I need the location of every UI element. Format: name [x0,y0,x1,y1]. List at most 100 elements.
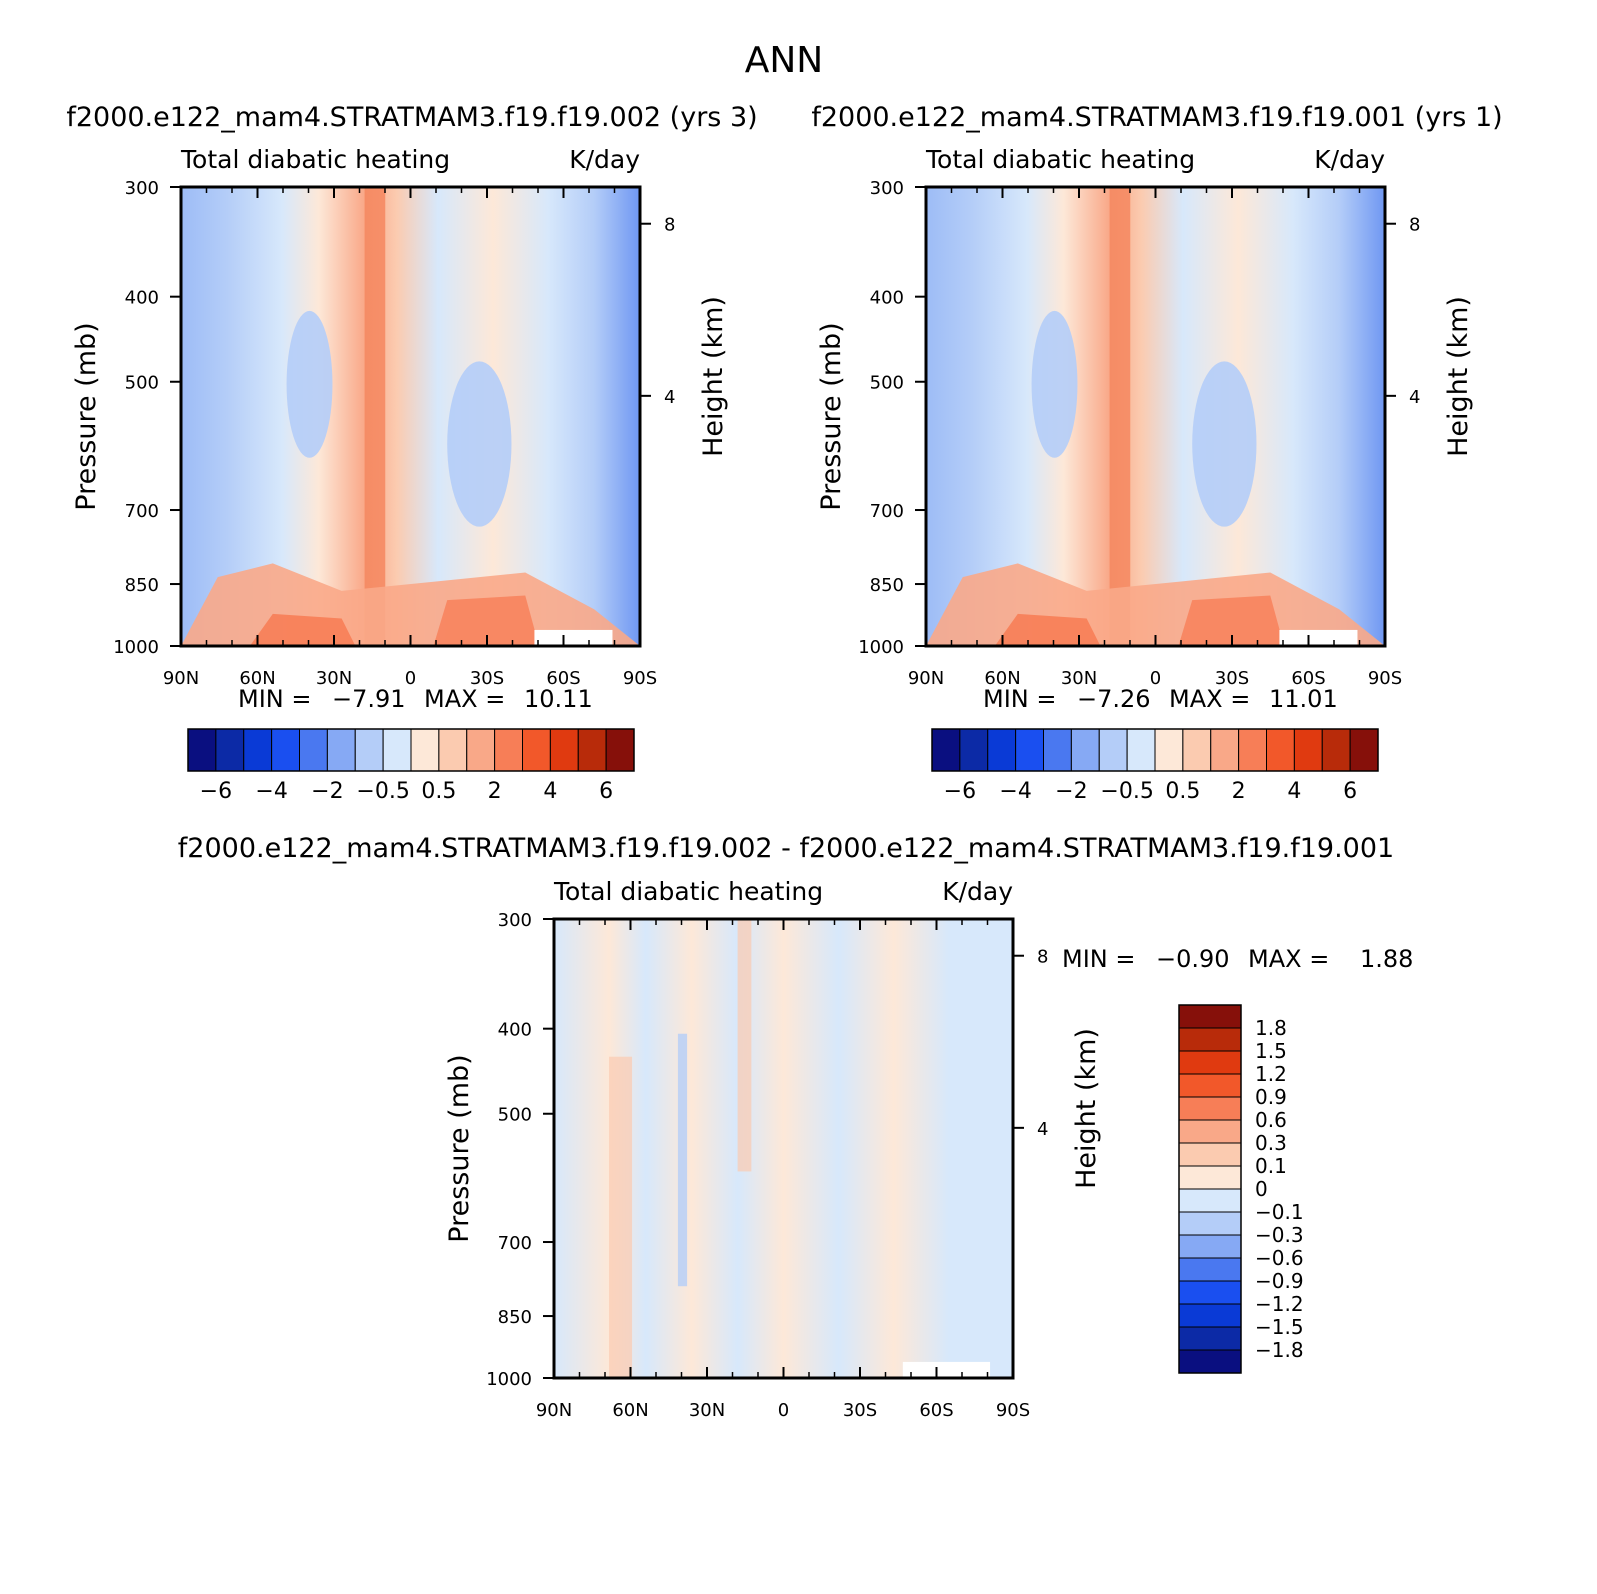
colorbar: −6 −4 −2 −0.5 0.5 2 4 6 [931,728,1379,804]
y-axis-label: Pressure (mb) [444,1054,475,1242]
colorbar-label: 1.8 [1255,1016,1287,1040]
y-tick-label: 400 [498,1020,532,1041]
panel-header: f2000.e122_mam4.STRATMAM3.f19.f19.002 (y… [66,102,757,133]
colorbar-label: −4 [255,779,287,804]
colorbar-label: 2 [1232,779,1246,804]
x-tick-label: 60N [239,668,275,689]
colorbar-swatch [1178,1211,1242,1236]
y-tick-label: 500 [125,373,159,394]
colorbar-swatch [410,728,440,772]
colorbar-swatch [1015,728,1044,772]
colorbar-swatch [1070,728,1100,772]
x-tick-label: 0 [1150,668,1161,689]
colorbar-swatch [1178,1073,1242,1098]
y2-tick-label: 8 [664,215,675,236]
y2-axis-label: Height (km) [1443,296,1474,457]
y-tick-label: 850 [125,575,159,596]
max-value: 10.11 [524,685,593,713]
warm-core [433,595,540,646]
y2-tick-label: 8 [1409,215,1420,236]
colorbar-label: 6 [599,779,613,804]
cool-cell [286,310,333,458]
x-tick-label: 30N [689,1400,725,1421]
cool-cell [447,361,512,527]
x-tick-label: 90S [1368,668,1402,689]
colorbar-label: 1.2 [1255,1062,1287,1086]
colorbar-swatch [959,728,989,772]
warm-strip [609,1056,633,1378]
colorbar-swatch [987,728,1017,772]
colorbar-swatch [1266,728,1295,772]
colorbar-label: −1.5 [1255,1315,1304,1339]
x-tick-label: 90N [163,668,199,689]
colorbar-label: 0.5 [421,779,456,804]
colorbar-swatch [1178,1257,1242,1282]
colorbar-label: 6 [1343,779,1357,804]
colorbar-swatch [1178,1027,1242,1052]
colorbar-swatch [326,728,356,772]
y-tick-label: 700 [125,501,159,522]
colorbar-swatch [1178,1349,1242,1374]
min-value: −7.91 [332,685,406,713]
colorbar-label: −0.3 [1255,1223,1304,1247]
colorbar-label: 0 [1255,1177,1268,1201]
x-tick-label: 90S [623,668,657,689]
colorbar-swatch [1182,728,1212,772]
colorbar-swatch [354,728,384,772]
max-value: 11.01 [1269,685,1338,713]
colorbar-swatch [438,728,468,772]
panel-header: f2000.e122_mam4.STRATMAM3.f19.f19.002 - … [178,833,1394,864]
colorbar-swatch [1178,1050,1242,1075]
warm-core [249,613,356,646]
y2-axis-label: Height (km) [1071,1028,1102,1189]
y2-tick-label: 4 [1037,1119,1048,1140]
missing-region [1279,629,1358,646]
min-value: −0.90 [1156,945,1230,973]
colorbar: −6 −4 −2 −0.5 0.5 2 4 6 [187,728,635,804]
colorbar-label: 0.6 [1255,1108,1287,1132]
y2-tick-label: 8 [1037,947,1048,968]
colorbar-swatch [1321,728,1351,772]
x-tick-label: 90N [908,668,944,689]
colorbar-swatch [1178,1119,1242,1144]
x-tick-label: 30S [843,1400,877,1421]
colorbar-swatch [1178,1303,1242,1328]
colorbar-swatch [271,728,300,772]
min-label: MIN = [1062,945,1135,973]
y-tick-label: 850 [498,1307,532,1328]
x-tick-label: 0 [778,1400,789,1421]
missing-region [902,1361,991,1378]
colorbar-swatch [187,728,217,772]
y-tick-label: 1000 [858,637,904,658]
chart-units: K/day [942,877,1013,906]
colorbar-swatch [1178,1165,1242,1190]
warm-core [994,613,1101,646]
colorbar-label: −0.5 [356,779,409,804]
colorbar-swatch [522,728,551,772]
colorbar-swatch [1178,1096,1242,1121]
x-tick-label: 90S [996,1400,1030,1421]
colorbar-swatch [299,728,328,772]
chart-title: Total diabatic heating [925,145,1195,174]
colorbar-label: 1.5 [1255,1039,1287,1063]
warm-strip [737,919,752,1172]
colorbar-label: −0.1 [1255,1200,1304,1224]
colorbar-label: −0.6 [1255,1246,1304,1270]
colorbar-swatch [466,728,496,772]
colorbar-label: −1.2 [1255,1292,1304,1316]
max-label: MAX = [1248,945,1329,973]
cool-cell [1031,310,1078,458]
warm-core [1178,595,1285,646]
y-tick-label: 300 [498,910,532,931]
colorbar-swatch [1238,728,1267,772]
y-tick-label: 850 [870,575,904,596]
x-tick-label: 60S [919,1400,953,1421]
x-tick-label: 60N [984,668,1020,689]
chart-title: Total diabatic heating [180,145,450,174]
x-tick-label: 60S [546,668,580,689]
colorbar-label: −0.5 [1100,779,1153,804]
y-tick-label: 700 [498,1233,532,1254]
colorbar-label: −1.8 [1255,1338,1304,1362]
colorbar-label: 0.9 [1255,1085,1287,1109]
